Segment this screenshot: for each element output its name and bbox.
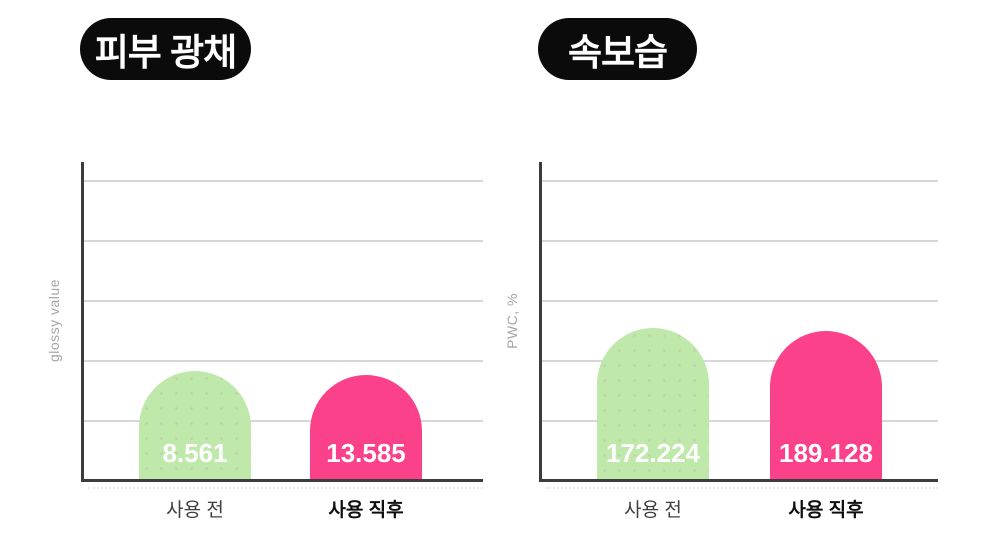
y-axis-title: glossy value xyxy=(46,279,62,363)
chart-title-badge: 피부 광채 xyxy=(80,18,251,80)
y-axis-title: PWC, % xyxy=(504,293,520,349)
bar-value-label: 189.128 xyxy=(779,438,873,468)
x-tick-before-use: 사용 전 xyxy=(624,500,682,521)
x-tick-after-use: 사용 직후 xyxy=(788,500,864,521)
y-axis-title-wrap: PWC, % xyxy=(496,162,528,480)
gridline xyxy=(542,300,938,302)
gridline xyxy=(84,360,483,362)
gridline xyxy=(542,420,938,422)
bar-before-use: 172.224 xyxy=(597,328,709,479)
bar-value-label: 13.585 xyxy=(326,438,406,468)
x-axis-line xyxy=(539,479,938,482)
gridline xyxy=(542,240,938,242)
gridline xyxy=(84,420,483,422)
gridline xyxy=(84,300,483,302)
gridline xyxy=(84,180,483,182)
gridline xyxy=(542,180,938,182)
gridline xyxy=(84,240,483,242)
x-tick-before-use: 사용 전 xyxy=(166,500,224,521)
gridline xyxy=(542,360,938,362)
y-axis-line xyxy=(539,162,542,482)
chart-title: 피부 광채 xyxy=(94,32,237,73)
chart-title-badge: 속보습 xyxy=(538,18,697,80)
axis-shadow-dots xyxy=(546,487,938,489)
x-axis-line xyxy=(81,479,483,482)
bar-before-use: 8.561 xyxy=(139,371,251,479)
bar-value-label: 172.224 xyxy=(606,438,700,468)
bar-value-label: 8.561 xyxy=(162,438,228,468)
y-axis-title-wrap: glossy value xyxy=(38,162,70,480)
bar-after-use: 13.585 xyxy=(310,375,422,479)
bar-after-use: 189.128 xyxy=(770,331,882,479)
chart-title: 속보습 xyxy=(567,32,668,73)
x-tick-after-use: 사용 직후 xyxy=(328,500,404,521)
y-axis-line xyxy=(81,162,84,482)
axis-shadow-dots xyxy=(88,487,483,489)
